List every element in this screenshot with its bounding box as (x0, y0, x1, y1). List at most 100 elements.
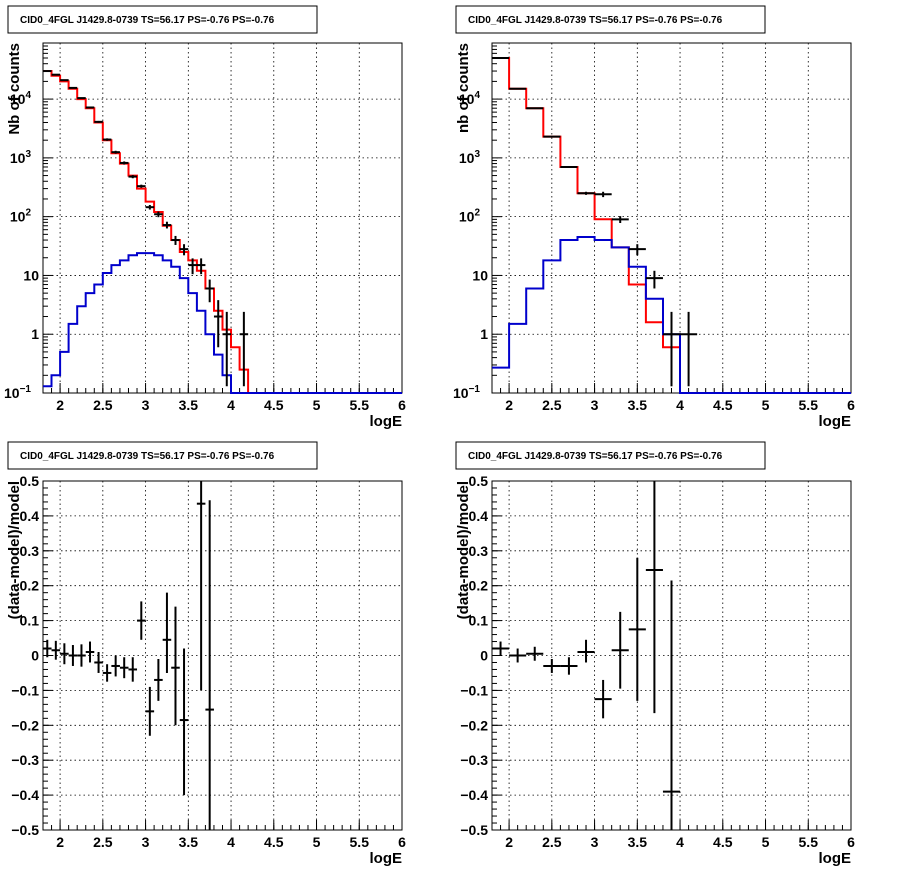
panel-title: CID0_4FGL J1429.8-0739 TS=56.17 PS=-0.76… (455, 441, 766, 470)
data-point (85, 641, 95, 663)
x-tick-label: 2.5 (542, 397, 562, 413)
y-tick-label: 0.1 (469, 613, 489, 629)
y-tick-label: 0.5 (469, 473, 489, 489)
title-text: CID0_4FGL J1429.8-0739 TS=56.17 PS=-0.76… (20, 451, 275, 462)
y-tick-label: 0.1 (20, 613, 40, 629)
x-tick-label: 6 (398, 834, 406, 850)
data-point (94, 652, 103, 673)
x-tick-label: 2.5 (542, 834, 562, 850)
data-point (560, 165, 578, 168)
data-point (662, 580, 681, 830)
x-tick-label: 3.5 (179, 834, 199, 850)
y-tick-label: 0.4 (469, 508, 489, 524)
panel-top-left: CID0_4FGL J1429.8-0739 TS=56.17 PS=-0.76… (4, 5, 406, 430)
x-axis-label: logE (370, 413, 403, 430)
y-tick-label: 10 (23, 267, 39, 283)
data-point (162, 221, 172, 229)
y-tick-label: −0.5 (11, 822, 39, 838)
data-point (222, 311, 232, 387)
data-point (680, 311, 698, 387)
x-tick-label: 4 (676, 397, 684, 413)
panel-title: CID0_4FGL J1429.8-0739 TS=56.17 PS=-0.76… (455, 5, 766, 34)
panel-title: CID0_4FGL J1429.8-0739 TS=56.17 PS=-0.76… (7, 5, 318, 34)
data-point (594, 679, 612, 719)
data-point (51, 640, 61, 660)
y-tick-label: 0 (31, 648, 39, 664)
data-point (77, 97, 86, 100)
x-tick-label: 6 (847, 397, 855, 413)
data-point (68, 645, 78, 666)
data-point (594, 191, 612, 198)
data-point (205, 500, 214, 830)
data-point (154, 211, 163, 218)
y-tick-label: 0.4 (20, 508, 40, 524)
x-tick-label: 5 (762, 397, 770, 413)
data-point (137, 184, 146, 188)
y-tick-label: 104 (459, 90, 481, 107)
data-point (77, 644, 86, 667)
data-point (128, 175, 138, 179)
y-tick-label: −0.5 (460, 822, 488, 838)
x-tick-label: 2 (505, 397, 513, 413)
data-point (171, 606, 180, 726)
data-point (171, 235, 180, 245)
title-text: CID0_4FGL J1429.8-0739 TS=56.17 PS=-0.76… (468, 15, 723, 26)
y-tick-label: 1 (480, 326, 488, 342)
plot-area (42, 42, 403, 394)
x-tick-label: 6 (847, 834, 855, 850)
data-point (145, 204, 155, 210)
data-point (628, 557, 646, 701)
data-point (179, 244, 189, 256)
x-tick-label: 4 (227, 834, 235, 850)
x-tick-label: 4.5 (713, 397, 733, 413)
plot-area (42, 480, 403, 831)
x-tick-label: 5 (313, 834, 321, 850)
x-tick-label: 3 (142, 834, 150, 850)
data-point (154, 658, 163, 701)
data-point (543, 658, 561, 673)
data-point (162, 592, 172, 673)
y-tick-label: −0.3 (460, 752, 488, 768)
x-tick-label: 3 (142, 397, 150, 413)
x-tick-label: 5.5 (350, 834, 370, 850)
x-tick-label: 5.5 (799, 834, 819, 850)
data-point (111, 655, 120, 677)
x-tick-label: 3.5 (628, 397, 648, 413)
x-tick-label: 4.5 (713, 834, 733, 850)
data-point (179, 648, 189, 796)
data-point (662, 311, 681, 387)
data-point (188, 258, 197, 275)
x-axis-label: logE (819, 850, 852, 867)
data-point (560, 657, 578, 675)
data-point (196, 258, 206, 275)
data-point (492, 641, 510, 656)
data-point (85, 106, 95, 109)
x-axis-label: logE (819, 413, 852, 430)
histogram-line-series-1 (492, 236, 851, 394)
x-tick-label: 5.5 (350, 397, 370, 413)
x-tick-label: 6 (398, 397, 406, 413)
y-tick-label: 0 (480, 648, 488, 664)
data-point (509, 648, 527, 663)
x-tick-label: 4.5 (264, 834, 284, 850)
y-tick-label: 0.2 (469, 578, 489, 594)
data-point (611, 216, 629, 223)
y-tick-label: −0.4 (460, 787, 488, 803)
x-tick-label: 4.5 (264, 397, 284, 413)
data-point (43, 639, 52, 658)
y-tick-label: 103 (10, 149, 32, 166)
x-tick-label: 3.5 (179, 397, 199, 413)
title-box (455, 5, 766, 34)
y-tick-label: −0.4 (11, 787, 39, 803)
y-tick-label: 1 (31, 326, 39, 342)
data-point (577, 639, 595, 663)
x-tick-label: 2 (56, 834, 64, 850)
panel-bottom-right: CID0_4FGL J1429.8-0739 TS=56.17 PS=-0.76… (455, 441, 855, 867)
x-tick-label: 2 (56, 397, 64, 413)
y-tick-label: 104 (10, 90, 32, 107)
x-axis-label: logE (370, 850, 403, 867)
data-point (102, 664, 112, 682)
y-tick-label: 102 (10, 208, 32, 225)
y-tick-label: 0.3 (20, 543, 40, 559)
y-tick-label: −0.2 (460, 717, 488, 733)
